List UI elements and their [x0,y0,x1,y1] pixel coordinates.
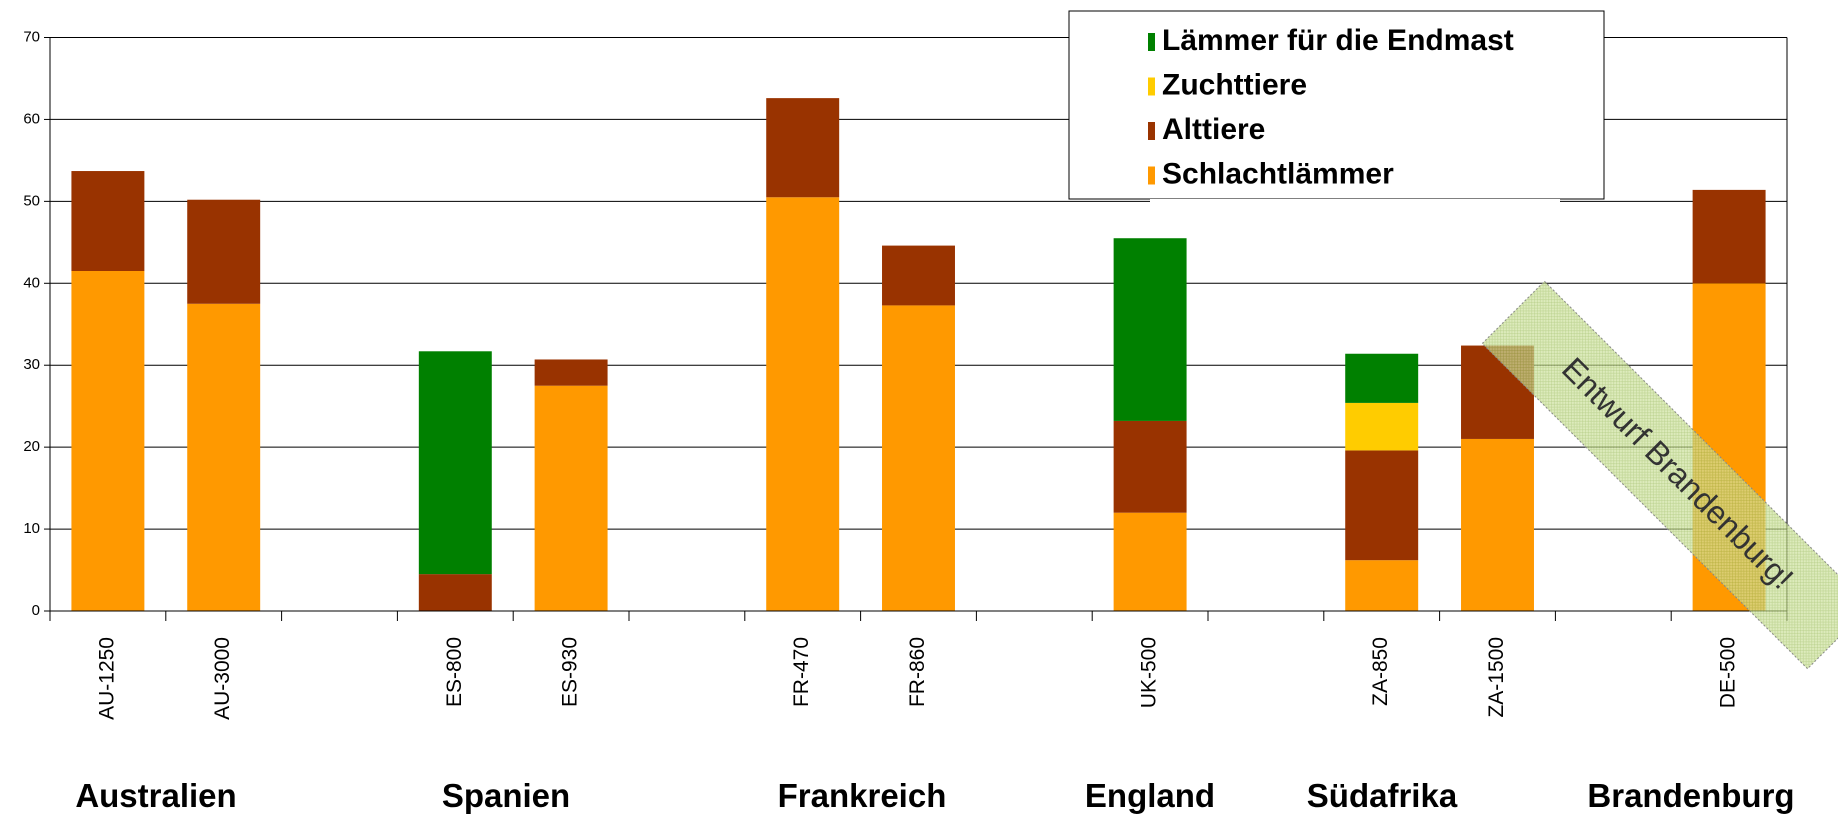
legend-swatch [1148,77,1155,96]
bar-segment [71,171,145,271]
bar-segment [1692,189,1766,284]
x-tick-label: UK-500 [1138,637,1161,708]
bar-segment [418,351,492,575]
x-tick-label: AU-3000 [211,637,234,720]
y-tick-label: 70 [23,28,40,45]
legend-label: Alttiere [1162,113,1265,146]
bar-segment [534,385,608,611]
group-label: Brandenburg [1587,777,1794,814]
y-tick-label: 30 [23,356,40,373]
group-label: Südafrika [1307,777,1458,814]
x-tick-label: DE-500 [1717,637,1740,708]
bar-segment [766,98,840,198]
bar-segment [418,574,492,611]
bar-segment [1113,512,1187,611]
legend-swatch [1148,122,1155,140]
y-tick-label: 20 [23,438,40,455]
x-tick-label: ZA-850 [1369,637,1392,706]
legend-label: Zuchttiere [1162,68,1307,101]
bar-segment [766,197,840,611]
bar-segment [1345,450,1419,561]
legend-bg [1150,199,1560,205]
bar-segment [1345,560,1419,611]
group-label: England [1085,777,1215,814]
legend-swatch [1148,166,1155,185]
y-tick-label: 0 [32,602,40,619]
bar-segment [534,359,608,386]
bar-segment [1345,402,1419,451]
y-tick-label: 10 [23,520,40,537]
legend-box [1068,10,1605,200]
legend-label: Lämmer für die Endmast [1162,24,1514,57]
legend-swatch [1148,33,1155,51]
x-tick-label: ES-800 [443,637,466,707]
x-tick-label: FR-860 [906,637,929,707]
bar-segment [882,245,955,306]
watermark-band [1481,280,1838,670]
legend-label: Schlachtlämmer [1162,157,1394,190]
group-label: Spanien [442,777,570,814]
bar-segment [1345,353,1419,403]
x-tick-label: FR-470 [790,637,813,707]
bar-segment [187,199,261,304]
y-tick-label: 50 [23,192,40,209]
x-tick-label: AU-1250 [95,637,118,720]
y-tick-label: 60 [23,110,40,127]
bar-segment [187,303,261,611]
group-label: Frankreich [778,777,947,814]
bar-segment [71,270,145,611]
bar-segment [882,305,955,611]
x-tick-label: ZA-1500 [1485,637,1508,718]
x-tick-label: ES-930 [559,637,582,707]
group-label: Australien [75,777,236,814]
y-tick-label: 40 [23,274,40,291]
bar-segment [1113,420,1187,513]
bar-segment [1461,438,1534,611]
bar-segment [1113,238,1187,421]
